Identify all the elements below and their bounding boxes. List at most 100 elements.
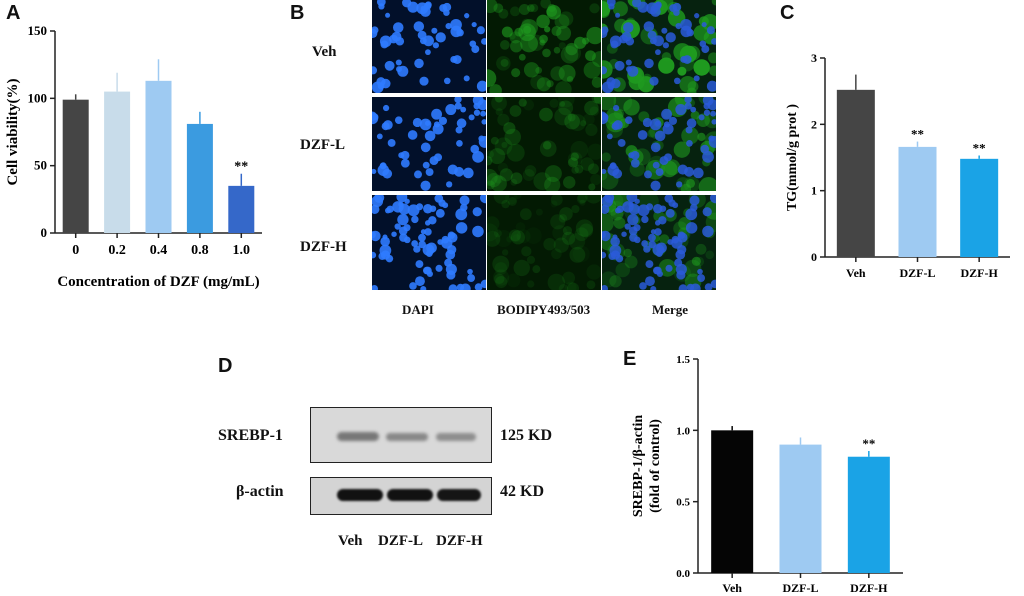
nucleus <box>442 202 449 209</box>
nucleus <box>372 204 380 214</box>
bar-0.4 <box>145 80 172 234</box>
lipid-droplet <box>487 216 500 232</box>
lipid-droplet <box>558 284 569 290</box>
merge-nucleus <box>711 119 716 125</box>
nucleus <box>480 110 486 117</box>
merge-nucleus <box>641 215 649 224</box>
micrograph-dzf-l-dapi <box>372 97 486 191</box>
nucleus <box>446 270 456 280</box>
lipid-droplet <box>547 273 566 290</box>
nucleus <box>392 22 404 33</box>
merge-nucleus <box>676 270 686 280</box>
lipid-droplet <box>493 229 502 238</box>
merge-nucleus <box>665 208 675 218</box>
merge-lipid <box>708 65 716 76</box>
nucleus <box>459 195 470 206</box>
lipid-droplet <box>491 97 507 111</box>
micrograph-canvas <box>487 195 601 290</box>
x-tick-label: 0 <box>72 243 79 258</box>
merge-lipid <box>681 126 699 145</box>
merge-nucleus <box>647 30 657 40</box>
band-srebp1-dzf-h <box>436 433 476 441</box>
micrograph-dzf-l-merge <box>602 97 716 191</box>
merge-nucleus <box>650 286 657 290</box>
y-tick-label: 1.5 <box>676 354 690 366</box>
lipid-droplet <box>544 26 551 33</box>
merge-nucleus <box>675 23 682 30</box>
lipid-droplet <box>526 4 535 12</box>
nucleus <box>445 104 457 116</box>
nucleus <box>372 66 378 75</box>
lipid-droplet <box>498 8 509 19</box>
lipid-droplet <box>522 169 535 182</box>
nucleus <box>468 114 475 121</box>
panel-letter-a: A <box>6 2 21 24</box>
band-srebp1-veh <box>337 432 379 441</box>
lipid-droplet <box>536 77 551 92</box>
x-tick-label: DZF-H <box>850 581 888 595</box>
lipid-droplet <box>504 128 522 146</box>
merge-nucleus <box>684 97 692 104</box>
lipid-droplet <box>546 6 557 17</box>
merge-nucleus <box>693 167 704 179</box>
nucleus <box>456 140 463 147</box>
lipid-droplet <box>550 195 563 206</box>
merge-nucleus <box>702 97 714 106</box>
y-tick-label: 150 <box>28 23 48 38</box>
lipid-droplet <box>495 275 508 289</box>
merge-nucleus <box>628 226 638 236</box>
lipid-droplet <box>489 84 502 93</box>
merge-nucleus <box>656 270 663 277</box>
merge-lipid <box>612 1 628 17</box>
lipid-droplet <box>492 269 510 286</box>
lipid-droplet <box>571 204 580 214</box>
nucleus <box>431 27 438 34</box>
nucleus <box>450 25 462 38</box>
nucleus <box>467 268 473 275</box>
micrograph-dzf-h-dapi <box>372 195 486 290</box>
nucleus <box>456 118 467 129</box>
significance-label: ** <box>973 141 986 156</box>
merge-nucleus <box>664 195 674 203</box>
merge-lipid <box>711 0 716 6</box>
merge-lipid <box>684 259 702 277</box>
size-label-125kd: 125 KD <box>500 427 552 444</box>
merge-nucleus <box>607 164 620 176</box>
nucleus <box>473 109 481 116</box>
lipid-droplet <box>583 61 601 79</box>
nucleus <box>441 235 450 244</box>
merge-lipid <box>708 52 716 64</box>
lipid-droplet <box>565 42 578 56</box>
x-axis-label: Concentration of DZF (mg/mL) <box>57 274 259 290</box>
lipid-droplet <box>501 26 513 38</box>
nucleus <box>420 142 431 153</box>
nucleus <box>454 102 462 110</box>
nucleus <box>394 223 401 230</box>
lipid-droplet <box>499 40 510 50</box>
bar-DZF-L <box>779 444 822 573</box>
merge-lipid <box>673 221 688 236</box>
micrograph-dzf-h-bodipy <box>487 195 601 290</box>
x-tick-label: Veh <box>846 266 866 280</box>
band-actin-dzf-h <box>437 489 481 501</box>
nucleus <box>447 231 456 239</box>
lipid-droplet <box>558 100 574 116</box>
lipid-droplet <box>567 151 583 167</box>
nucleus <box>425 168 434 177</box>
y-tick-label: 1 <box>811 184 817 198</box>
micrograph-canvas <box>372 195 486 290</box>
micrograph-veh-dapi <box>372 0 486 93</box>
bar-Veh <box>836 89 875 257</box>
merge-lipid <box>642 73 652 83</box>
lipid-droplet <box>558 214 568 223</box>
lipid-droplet <box>587 143 601 160</box>
microscopy-panel: Veh DZF-L DZF-H DAPI BODIPY493/503 Merge <box>290 0 750 330</box>
row-label-dzf-l: DZF-L <box>300 137 345 153</box>
nucleus <box>409 282 417 290</box>
size-label-42kd: 42 KD <box>500 483 544 500</box>
micrograph-dzf-l-bodipy <box>487 97 601 191</box>
nucleus <box>472 97 484 106</box>
merge-lipid <box>698 177 716 191</box>
merge-nucleus <box>668 116 678 125</box>
nucleus <box>402 0 412 8</box>
